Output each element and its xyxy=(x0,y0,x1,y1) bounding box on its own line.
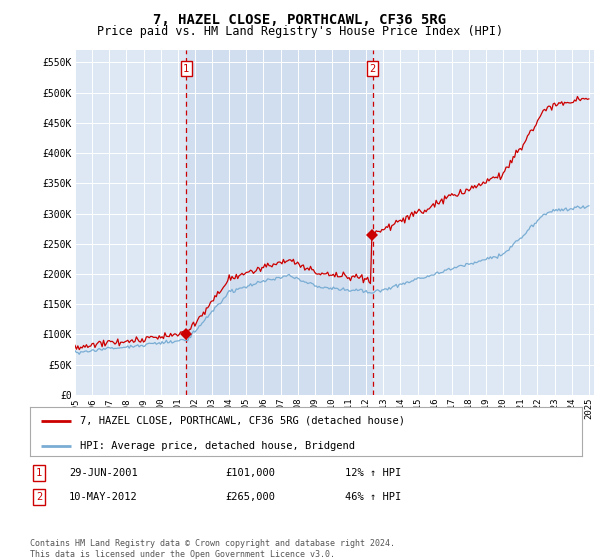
Text: 1: 1 xyxy=(183,63,190,73)
Text: 1: 1 xyxy=(36,468,42,478)
Bar xyxy=(187,50,373,395)
Text: 29-JUN-2001: 29-JUN-2001 xyxy=(69,468,138,478)
Text: 46% ↑ HPI: 46% ↑ HPI xyxy=(345,492,401,502)
Text: Contains HM Land Registry data © Crown copyright and database right 2024.
This d: Contains HM Land Registry data © Crown c… xyxy=(30,539,395,559)
Text: £265,000: £265,000 xyxy=(225,492,275,502)
Text: 7, HAZEL CLOSE, PORTHCAWL, CF36 5RG: 7, HAZEL CLOSE, PORTHCAWL, CF36 5RG xyxy=(154,13,446,27)
Text: 7, HAZEL CLOSE, PORTHCAWL, CF36 5RG (detached house): 7, HAZEL CLOSE, PORTHCAWL, CF36 5RG (det… xyxy=(80,416,404,426)
Text: 12% ↑ HPI: 12% ↑ HPI xyxy=(345,468,401,478)
Text: HPI: Average price, detached house, Bridgend: HPI: Average price, detached house, Brid… xyxy=(80,441,355,451)
Text: £101,000: £101,000 xyxy=(225,468,275,478)
Text: 2: 2 xyxy=(36,492,42,502)
Text: 10-MAY-2012: 10-MAY-2012 xyxy=(69,492,138,502)
Text: 2: 2 xyxy=(370,63,376,73)
Text: Price paid vs. HM Land Registry's House Price Index (HPI): Price paid vs. HM Land Registry's House … xyxy=(97,25,503,38)
